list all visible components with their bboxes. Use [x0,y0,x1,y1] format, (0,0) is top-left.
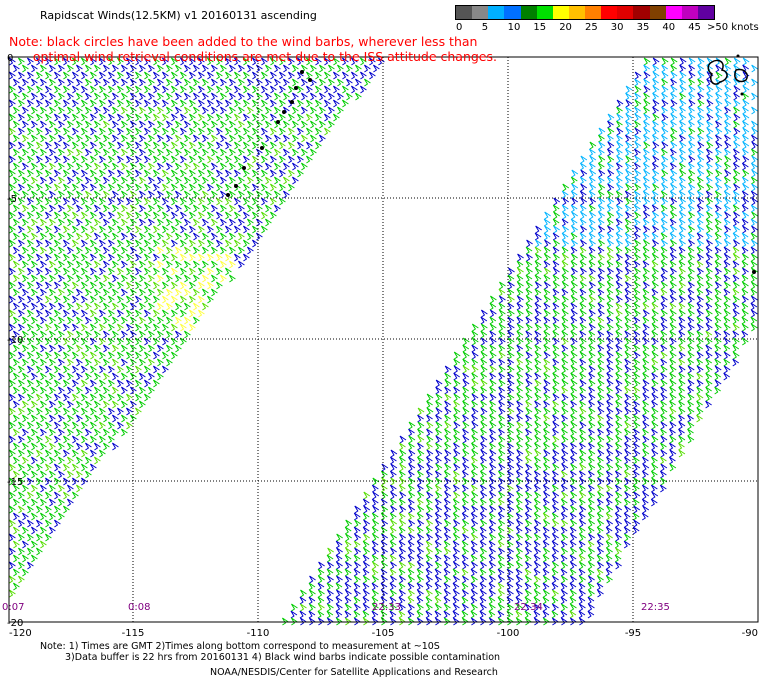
footer-note-2: 3)Data buffer is 22 hrs from 20160131 4)… [65,652,501,663]
contamination-marker [234,184,238,188]
latitude-label: -20 [7,618,23,629]
note-line-2: optimal wind retrieval conditions are me… [9,49,497,64]
contamination-marker [226,193,230,197]
latitude-label: -10 [7,335,23,346]
legend-labels: 0 5 10 15 20 25 30 35 40 45 >50 knots [455,20,759,34]
time-label: 22:35 [641,602,670,613]
contamination-marker [308,78,312,82]
contamination-marker [260,146,264,150]
note-line-1: Note: black circles have been added to t… [9,34,478,49]
contamination-marker [752,270,756,274]
legend-label: 25 [585,22,598,33]
footer-credit: NOAA/NESDIS/Center for Satellite Applica… [210,667,498,678]
legend-swatch [456,6,473,19]
legend-color-bar [455,5,715,20]
legend-swatch [601,6,618,19]
legend-swatch [665,6,682,19]
legend-label: 20 [559,22,572,33]
legend-swatch [649,6,666,19]
contamination-marker [294,86,298,90]
legend-label: 30 [610,22,624,33]
legend-swatch [633,6,650,19]
legend-swatch [504,6,521,19]
contamination-marker [300,70,304,74]
latitude-label: -5 [7,194,17,205]
longitude-label: -95 [625,628,641,639]
time-label: 0:08 [128,602,150,613]
legend-label: 0 [456,22,463,33]
latitude-label: -15 [7,477,23,488]
legend-swatch [697,6,714,19]
map-title: Rapidscat Winds(12.5KM) v1 20160131 asce… [40,9,317,22]
legend-swatch [568,6,585,19]
latitude-labels: 0 -5 -10 -15 -20 [7,53,23,629]
contamination-marker [242,166,246,170]
contamination-marker [276,120,280,124]
time-labels: 0:07 0:08 22:33 22:34 22:35 [2,602,670,613]
longitude-label: -105 [372,628,395,639]
contamination-marker [290,100,294,104]
contamination-note: Note: black circles have been added to t… [9,34,497,64]
legend-unit-label: >50 knots [707,22,759,33]
time-label: 22:34 [514,602,543,613]
contamination-markers [226,70,756,274]
contamination-marker [282,110,286,114]
legend-swatch [681,6,698,19]
legend-swatch [472,6,489,19]
longitude-label: -115 [122,628,145,639]
longitude-label: -90 [742,628,758,639]
legend-swatch [552,6,569,19]
map-grid [8,56,759,623]
legend-label: 40 [662,22,676,33]
time-label: 22:33 [372,602,401,613]
legend-label: 10 [507,22,521,33]
longitude-label: -100 [497,628,520,639]
longitude-label: -120 [9,628,32,639]
longitude-labels: -120 -115 -110 -105 -100 -95 -90 [9,628,758,639]
time-label: 0:07 [2,602,24,613]
legend-swatch [488,6,505,19]
galapagos-islands [707,54,748,96]
longitude-label: -110 [247,628,270,639]
legend-swatch [617,6,634,19]
legend-swatch [520,6,537,19]
legend-label: 45 [688,22,701,33]
legend-label: 15 [533,22,547,33]
wind-barbs-layer [8,57,759,626]
legend-label: 35 [636,22,650,33]
wind-speed-legend: 0 5 10 15 20 25 30 35 40 45 >50 knots [455,5,759,34]
legend-label: 5 [481,22,489,33]
footer-note-1: Note: 1) Times are GMT 2)Times along bot… [40,641,440,652]
latitude-label: 0 [7,53,13,64]
legend-swatch [585,6,602,19]
legend-swatch [536,6,553,19]
